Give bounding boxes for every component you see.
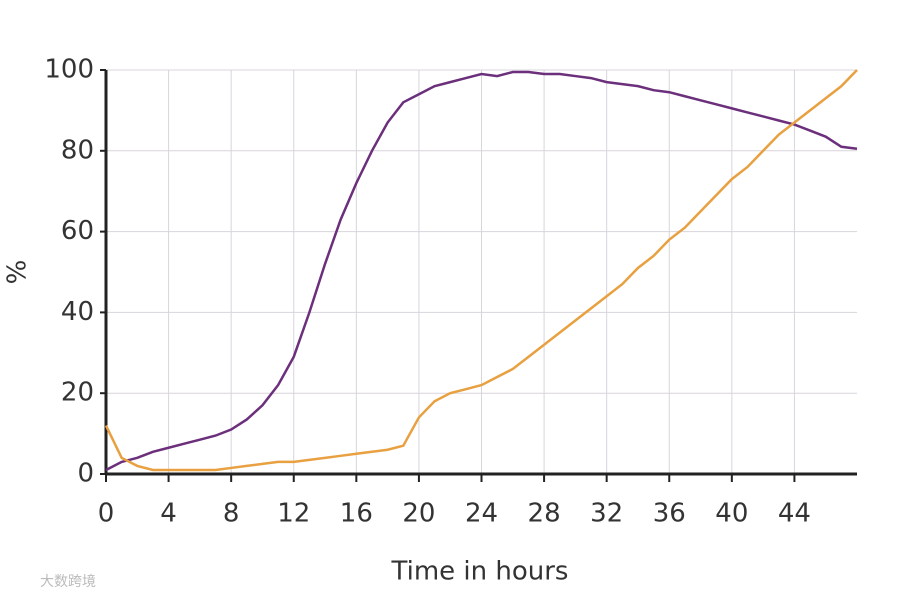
y-tick-label: 20 bbox=[61, 378, 94, 408]
x-tick-label: 28 bbox=[528, 499, 561, 529]
series-line bbox=[105, 70, 858, 472]
x-axis-label: Time in hours bbox=[391, 557, 569, 587]
x-tick-label: 32 bbox=[590, 499, 623, 529]
y-tick-label: 0 bbox=[77, 459, 94, 489]
y-axis-label: % bbox=[3, 260, 33, 285]
watermark: 大数跨境 bbox=[40, 574, 96, 590]
x-tick-label: 24 bbox=[465, 499, 498, 529]
x-tick-label: 0 bbox=[98, 499, 115, 529]
x-tick-label: 8 bbox=[223, 499, 240, 529]
x-tick-label: 16 bbox=[340, 499, 373, 529]
x-tick-label: 4 bbox=[160, 499, 177, 529]
y-tick-label: 40 bbox=[61, 297, 94, 327]
x-tick-label: 40 bbox=[715, 499, 748, 529]
x-tick-label: 12 bbox=[277, 499, 310, 529]
series-line bbox=[104, 69, 858, 472]
y-tick-label: 60 bbox=[61, 216, 94, 246]
x-tick-label: 44 bbox=[778, 499, 811, 529]
y-tick-label: 100 bbox=[44, 55, 94, 85]
x-tick-label: 36 bbox=[653, 499, 686, 529]
x-tick-label: 20 bbox=[402, 499, 435, 529]
y-tick-label: 80 bbox=[61, 135, 94, 165]
